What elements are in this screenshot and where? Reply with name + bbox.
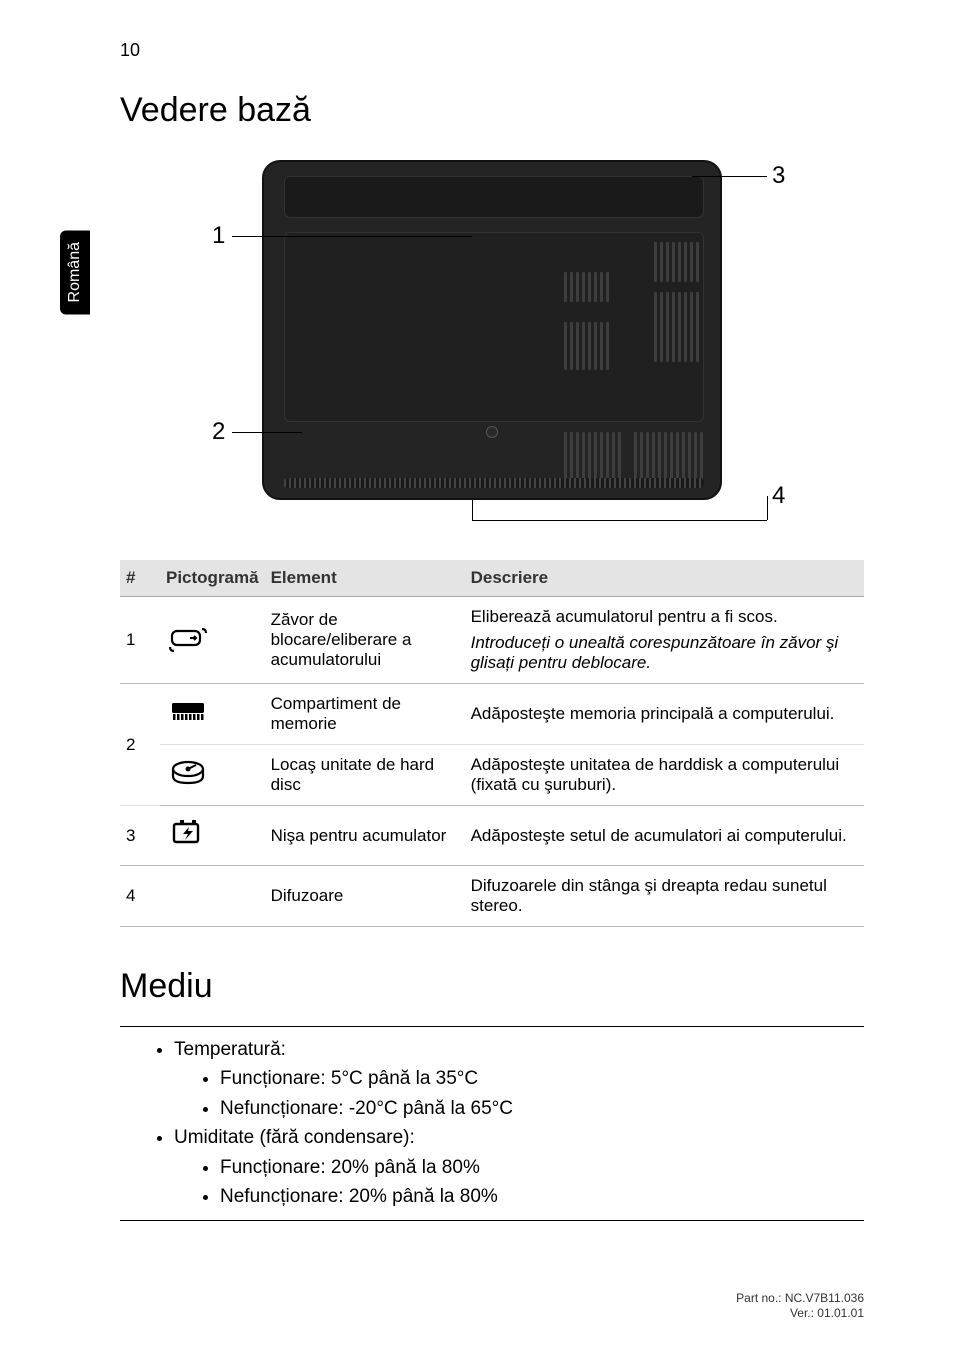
page-number: 10 bbox=[120, 40, 864, 61]
table-row: 3 Nişa pentru acumulator Adăposteşte set… bbox=[120, 806, 864, 866]
laptop-base-illustration bbox=[262, 160, 722, 500]
footer: Part no.: NC.V7B11.036 Ver.: 01.01.01 bbox=[120, 1291, 864, 1322]
col-element: Element bbox=[265, 560, 465, 597]
col-description: Descriere bbox=[465, 560, 864, 597]
divider bbox=[120, 1220, 864, 1221]
row4-element: Difuzoare bbox=[265, 866, 465, 927]
humidity-nonoperating: Nefuncționare: 20% până la 80% bbox=[220, 1182, 864, 1211]
row1-desc2: Introduceți o unealtă corespunzătoare în… bbox=[471, 633, 858, 673]
humidity-label: Umiditate (fără condensare): bbox=[174, 1127, 415, 1148]
row4-num: 4 bbox=[120, 866, 160, 927]
callout-4: 4 bbox=[772, 482, 785, 510]
row2b-element: Locaş unitate de hard disc bbox=[265, 745, 465, 806]
row2a-desc: Adăposteşte memoria principală a compute… bbox=[465, 684, 864, 745]
row3-num: 3 bbox=[120, 806, 160, 866]
table-header-row: # Pictogramă Element Descriere bbox=[120, 560, 864, 597]
row4-desc: Difuzoarele din stânga şi dreapta redau … bbox=[465, 866, 864, 927]
row1-element: Zăvor de blocare/eliberare a acumulatoru… bbox=[265, 597, 465, 684]
environment-list: Temperatură: Funcționare: 5°C până la 35… bbox=[120, 1035, 864, 1212]
table-row: Locaş unitate de hard disc Adăposteşte u… bbox=[120, 745, 864, 806]
humidity-item: Umiditate (fără condensare): Funcționare… bbox=[174, 1123, 864, 1211]
heading-base-view: Vedere bază bbox=[120, 91, 864, 130]
row2b-desc: Adăposteşte unitatea de harddisk a compu… bbox=[465, 745, 864, 806]
callout-2: 2 bbox=[212, 418, 225, 446]
divider bbox=[120, 1026, 864, 1027]
temp-item: Temperatură: Funcționare: 5°C până la 35… bbox=[174, 1035, 864, 1123]
temp-operating: Funcționare: 5°C până la 35°C bbox=[220, 1064, 864, 1093]
row3-desc: Adăposteşte setul de acumulatori ai comp… bbox=[465, 806, 864, 866]
base-view-diagram: 1 2 3 4 bbox=[172, 150, 812, 530]
part-number: Part no.: NC.V7B11.036 bbox=[120, 1291, 864, 1307]
row2a-element: Compartiment de memorie bbox=[265, 684, 465, 745]
callout-1: 1 bbox=[212, 222, 225, 250]
language-tab: Română bbox=[60, 230, 90, 314]
hdd-icon bbox=[160, 745, 265, 806]
battery-latch-icon bbox=[160, 597, 265, 684]
col-icon: Pictogramă bbox=[160, 560, 265, 597]
row1-num: 1 bbox=[120, 597, 160, 684]
table-row: 2 Compartiment de memorie Adăposteşte me… bbox=[120, 684, 864, 745]
table-row: 4 Difuzoare Difuzoarele din stânga şi dr… bbox=[120, 866, 864, 927]
version: Ver.: 01.01.01 bbox=[120, 1306, 864, 1322]
col-number: # bbox=[120, 560, 160, 597]
callout-3: 3 bbox=[772, 162, 785, 190]
row1-desc: Eliberează acumulatorul pentru a fi scos… bbox=[465, 597, 864, 684]
row4-icon-empty bbox=[160, 866, 265, 927]
table-row: 1 Zăvor de blocare/eliberare a acumulato… bbox=[120, 597, 864, 684]
temp-nonoperating: Nefuncționare: -20°C până la 65°C bbox=[220, 1094, 864, 1123]
memory-icon bbox=[160, 684, 265, 745]
row1-desc1: Eliberează acumulatorul pentru a fi scos… bbox=[471, 607, 858, 627]
temp-label: Temperatură: bbox=[174, 1039, 286, 1060]
heading-environment: Mediu bbox=[120, 967, 864, 1006]
row2-num: 2 bbox=[120, 684, 160, 806]
battery-icon bbox=[160, 806, 265, 866]
humidity-operating: Funcționare: 20% până la 80% bbox=[220, 1153, 864, 1182]
base-view-table: # Pictogramă Element Descriere 1 Zăvor d… bbox=[120, 560, 864, 927]
row3-element: Nişa pentru acumulator bbox=[265, 806, 465, 866]
